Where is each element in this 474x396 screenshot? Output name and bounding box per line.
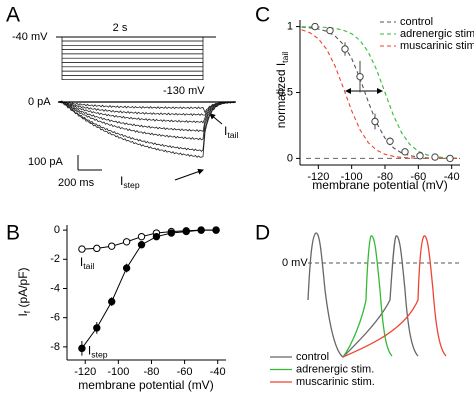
x-tick-label: -60 — [177, 366, 193, 378]
data-point — [78, 245, 86, 253]
series-label-part: I — [88, 343, 91, 357]
data-point — [386, 137, 394, 145]
series-label-part: step — [91, 350, 108, 360]
step-label: Istep — [120, 174, 140, 190]
data-point — [311, 22, 319, 31]
panel-letter: C — [255, 4, 270, 27]
data-point — [371, 117, 379, 126]
data-point — [122, 238, 131, 246]
panel-letter: D — [255, 222, 270, 245]
data-point — [416, 152, 424, 160]
legend-label: muscarinic stim. — [400, 40, 474, 52]
tail-label-part: I — [224, 124, 227, 138]
step-min-label: -130 mV — [163, 85, 205, 97]
panel-letter: B — [6, 222, 20, 245]
y-tick-label: 0.5 — [278, 86, 293, 98]
y-tick-label: -8 — [50, 341, 60, 353]
series-label-part: tail — [83, 261, 94, 271]
data-point — [446, 154, 454, 163]
y-tick-label: 1 — [287, 20, 293, 32]
current-trace — [57, 100, 235, 114]
data-point — [326, 26, 334, 35]
y-axis-label-part: normalized I — [274, 63, 288, 128]
data-point — [108, 242, 116, 250]
zero-current-label: 0 pA — [28, 96, 51, 108]
x-tick-label: -40 — [210, 366, 226, 378]
x-tick-label: -60 — [410, 171, 426, 183]
arrow — [174, 168, 204, 181]
x-tick-label: -100 — [341, 171, 363, 183]
scale-current-label: 100 pA — [28, 156, 64, 168]
action-potential — [342, 235, 447, 358]
y-tick-label: -2 — [50, 253, 60, 265]
data-point — [122, 264, 131, 272]
legend-label: muscarinic stim. — [296, 376, 375, 388]
data-point — [167, 229, 176, 237]
data-point — [341, 45, 349, 53]
duration-label: 2 s — [113, 22, 128, 34]
series-label: Istep — [88, 343, 108, 359]
arrow — [209, 113, 223, 125]
legend-label: control — [296, 351, 329, 363]
current-trace — [57, 101, 236, 133]
data-point — [197, 226, 205, 234]
tail-label-part: tail — [227, 130, 238, 140]
data-point — [401, 148, 409, 156]
data-point — [108, 297, 116, 306]
current-trace — [57, 101, 236, 116]
y-axis-label-part: f — [22, 310, 32, 313]
action-potential — [342, 235, 393, 358]
y-axis-label: If (pA/pF) — [16, 267, 32, 316]
legend-label: adrenergic stim. — [400, 28, 474, 40]
y-tick-label: 0 — [287, 152, 293, 164]
x-axis-label: membrane potential (mV) — [78, 378, 213, 392]
current-trace — [57, 100, 236, 158]
series-label: Itail — [80, 255, 94, 271]
data-point — [78, 344, 86, 353]
y-axis-label: normalized Itail — [274, 52, 290, 128]
data-point — [137, 241, 146, 249]
y-tick-label: -6 — [50, 312, 60, 324]
series-label-part: I — [80, 255, 83, 269]
y-axis-label-part: I — [16, 313, 30, 316]
scale-time-label: 200 ms — [58, 177, 95, 189]
data-point — [356, 72, 364, 81]
y-axis-label-part: (pA/pF) — [16, 267, 30, 310]
data-point — [212, 226, 220, 234]
x-tick-label: -40 — [444, 171, 460, 183]
current-trace — [57, 101, 236, 152]
data-point — [431, 153, 439, 161]
y-tick-label: 0 — [54, 224, 60, 236]
legend-label: control — [400, 16, 433, 28]
x-tick-label: -100 — [107, 366, 129, 378]
data-point — [93, 324, 101, 332]
y-axis-label-part: tail — [280, 52, 290, 63]
step-label-part: step — [123, 180, 140, 190]
step-label-part: I — [120, 174, 123, 188]
data-point — [93, 244, 101, 253]
data-point — [182, 227, 190, 236]
data-point — [152, 232, 161, 241]
y-tick-label: -4 — [50, 282, 60, 294]
zero-voltage-label: 0 mV — [282, 257, 308, 269]
series-line — [81, 229, 217, 250]
legend-label: adrenergic stim. — [296, 363, 374, 375]
x-tick-label: -80 — [377, 171, 393, 183]
current-trace — [57, 101, 236, 124]
data-point — [137, 232, 146, 241]
panel-letter: A — [6, 4, 20, 27]
action-potential — [307, 232, 419, 358]
x-axis-label: membrane potential (mV) — [312, 178, 447, 192]
tail-label: Itail — [224, 124, 238, 140]
series-line — [81, 229, 217, 349]
holding-label: -40 mV — [12, 31, 48, 43]
x-tick-label: -80 — [144, 366, 160, 378]
current-trace — [57, 101, 236, 141]
x-tick-label: -120 — [74, 366, 96, 378]
x-tick-label: -120 — [307, 171, 329, 183]
